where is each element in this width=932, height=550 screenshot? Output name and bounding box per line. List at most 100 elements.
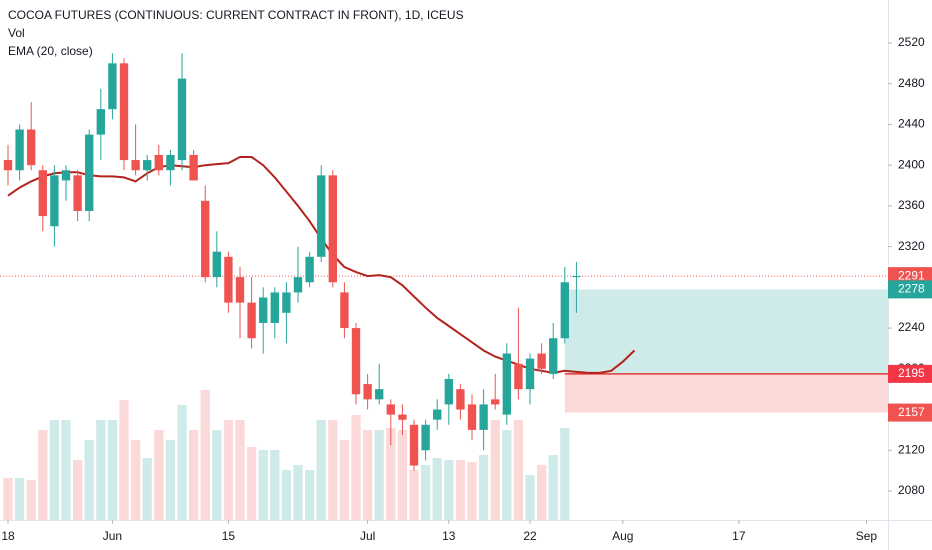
chart-title: COCOA FUTURES (CONTINUOUS: CURRENT CONTR… — [8, 8, 464, 22]
price-tag-label: 2195 — [898, 366, 925, 380]
candle-body — [201, 200, 210, 278]
volume-bar — [432, 458, 442, 520]
candle-body — [270, 292, 279, 323]
volume-bar — [362, 430, 373, 520]
volume-bar — [525, 475, 535, 520]
volume-bar — [130, 440, 141, 520]
candle-body — [525, 358, 535, 390]
volume-bar — [142, 458, 152, 520]
volume-bar — [560, 428, 570, 520]
volume-bar — [258, 450, 268, 520]
candle-body — [166, 154, 175, 171]
price-tag — [888, 280, 932, 299]
loss-zone — [564, 373, 888, 413]
candle-body — [409, 424, 419, 466]
volume-bar — [467, 462, 477, 520]
candle-body — [212, 251, 221, 278]
candle-body — [85, 134, 94, 211]
indicator-label: EMA (20, close) — [8, 44, 93, 58]
y-tick-label: 2440 — [898, 117, 925, 131]
volume-bar — [26, 480, 36, 520]
volume-bar — [200, 390, 210, 520]
volume-bar — [386, 428, 396, 520]
candle-body — [282, 292, 291, 313]
candle-body — [189, 154, 198, 181]
volume-bar — [513, 420, 524, 520]
candle-body — [131, 160, 140, 171]
candle-body — [537, 353, 546, 369]
candle-body — [235, 277, 245, 303]
volume-bar — [397, 430, 408, 520]
candle-body — [15, 129, 24, 171]
x-tick-label: 18 — [1, 529, 15, 543]
candle-body — [421, 424, 430, 451]
candle-body — [154, 154, 163, 171]
y-tick-label: 2120 — [898, 442, 925, 456]
volume-bar — [3, 478, 13, 520]
candle-body — [293, 277, 303, 293]
candle-body — [351, 328, 361, 395]
candle-body — [328, 175, 337, 283]
x-tick-label: 13 — [442, 529, 456, 543]
volume-bar — [38, 430, 48, 520]
candle-body — [38, 170, 47, 217]
volume-bar — [270, 450, 280, 520]
volume-bar — [304, 470, 315, 520]
x-tick-label: Aug — [612, 529, 633, 543]
candle-body — [467, 404, 477, 430]
volume-bar — [281, 470, 292, 520]
volume-bar — [351, 415, 361, 520]
plot — [0, 53, 888, 520]
volume-bar — [223, 420, 234, 520]
candle-body — [177, 78, 187, 161]
candle-body — [224, 256, 233, 303]
indicator-label: Vol — [8, 26, 25, 40]
volume-bar — [235, 420, 245, 520]
y-tick-label: 2240 — [898, 320, 925, 334]
volume-bar — [548, 455, 558, 520]
volume-bar — [455, 460, 466, 520]
candle-body — [363, 384, 372, 400]
candle-body — [317, 175, 326, 257]
candle-body — [340, 292, 349, 329]
candle-body — [549, 338, 558, 374]
volume-bar — [188, 430, 199, 520]
candle-body — [479, 404, 488, 430]
volume-bar — [420, 465, 431, 520]
candle-body — [572, 276, 581, 278]
candle-body — [305, 256, 314, 283]
y-tick-label: 2480 — [898, 76, 925, 90]
price-tag-label: 2291 — [898, 268, 925, 282]
y-tick-label: 2520 — [898, 35, 925, 49]
price-tag-label: 2157 — [898, 405, 925, 419]
candle-body — [73, 175, 82, 211]
y-tick-label: 2400 — [898, 157, 925, 171]
candle-body — [502, 353, 511, 415]
volume-bar — [177, 405, 187, 520]
y-tick-label: 2320 — [898, 239, 925, 253]
x-tick-label: Jul — [360, 529, 375, 543]
volume-bar — [316, 420, 326, 520]
candle-body — [491, 399, 500, 405]
x-tick-label: 15 — [222, 529, 236, 543]
candle-body — [3, 160, 13, 171]
candle-body — [514, 363, 523, 390]
price-tag-label: 2278 — [898, 282, 925, 296]
profit-zone — [564, 289, 888, 374]
volume-bar — [444, 460, 454, 520]
candle-body — [247, 302, 256, 339]
volume-bar — [61, 420, 71, 520]
x-tick-label: 17 — [732, 529, 746, 543]
volume-bar — [96, 420, 106, 520]
volume-bar — [339, 440, 350, 520]
candle-body — [433, 409, 442, 420]
volume-bar — [536, 465, 547, 520]
candle-body — [456, 389, 465, 410]
x-tick-label: Jun — [103, 529, 122, 543]
candle-body — [386, 404, 395, 415]
volume-bar — [328, 420, 338, 520]
candle-body — [444, 378, 453, 405]
volume-bar — [84, 440, 94, 520]
volume-bar — [107, 420, 118, 520]
candle-body — [560, 282, 569, 339]
